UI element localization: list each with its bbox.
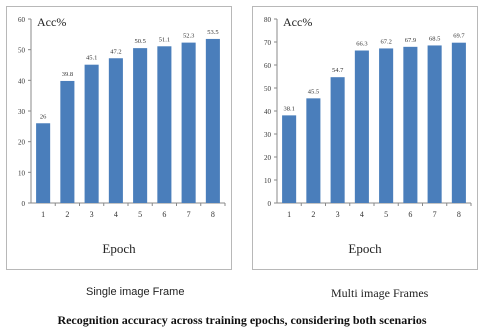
x-tick-label: 5 (138, 210, 142, 219)
x-tick-label: 4 (114, 210, 118, 219)
bar-value-label: 51.1 (159, 36, 170, 43)
y-tick-label: 60 (18, 16, 26, 24)
bar (451, 42, 466, 203)
x-axis-title: Epoch (348, 241, 382, 256)
y-tick-label: 0 (268, 200, 272, 208)
y-tick-label: 50 (264, 85, 272, 93)
x-tick-label: 3 (90, 210, 94, 219)
bar (330, 77, 345, 203)
y-tick-label: 70 (264, 39, 272, 47)
y-tick-label: 40 (264, 108, 272, 116)
bar-value-label: 52.3 (183, 33, 194, 40)
y-tick-label: 10 (264, 177, 272, 185)
caption-multi-frames: Multi image Frames (331, 286, 429, 300)
bar (108, 58, 123, 204)
bar-chart-single-frame: 0 10 20 30 40 50 60 26 1 39.8 2 45.1 3 47.2 4 50.5 5 51.1… (18, 16, 226, 219)
bar (427, 45, 442, 204)
x-tick-label: 1 (287, 210, 291, 219)
bar-value-label: 67.9 (405, 37, 416, 44)
metric-label: Acc% (283, 15, 313, 29)
bar-value-label: 67.2 (380, 38, 391, 45)
y-tick-label: 80 (264, 16, 272, 24)
x-tick-label: 1 (41, 210, 45, 219)
y-tick-label: 0 (22, 200, 26, 208)
y-tick-label: 20 (264, 154, 272, 162)
bar (181, 42, 196, 203)
chart-panel-multi-frames: 0 10 20 30 40 50 60 70 80 38.1 1 45.5 2 54.7 3 66.3 4 67.… (252, 6, 478, 270)
x-tick-label: 6 (408, 210, 412, 219)
y-tick-label: 30 (18, 108, 26, 116)
y-tick-label: 50 (18, 47, 26, 55)
bar-value-label: 68.5 (429, 35, 440, 42)
bar (36, 123, 51, 203)
y-tick-label: 40 (18, 77, 26, 85)
caption-single-frame: Single image Frame (86, 286, 185, 298)
bar (60, 80, 75, 203)
figure-caption: Recognition accuracy across training epo… (57, 313, 427, 327)
y-tick-label: 10 (18, 169, 26, 177)
chart-panel-single-frame: 0 10 20 30 40 50 60 26 1 39.8 2 45.1 3 47.2 4 50.5 5 51.1… (6, 6, 232, 270)
x-tick-label: 4 (360, 210, 364, 219)
bar-value-label: 39.8 (62, 71, 73, 78)
bar (354, 50, 369, 204)
bar-value-label: 53.5 (207, 29, 218, 36)
x-tick-label: 8 (457, 210, 461, 219)
x-tick-label: 5 (384, 210, 388, 219)
bar (282, 115, 297, 203)
bar (403, 46, 418, 203)
y-tick-label: 60 (264, 62, 272, 70)
bar (379, 48, 394, 203)
x-tick-label: 7 (433, 210, 437, 219)
bar-value-label: 38.1 (283, 105, 294, 112)
bar (157, 46, 172, 203)
x-tick-label: 7 (187, 210, 191, 219)
x-tick-label: 3 (336, 210, 340, 219)
y-tick-label: 30 (264, 131, 272, 139)
bar (133, 48, 148, 204)
bar-chart-multi-frames: 0 10 20 30 40 50 60 70 80 38.1 1 45.5 2 54.7 3 66.3 4 67.… (264, 16, 472, 219)
x-tick-label: 8 (211, 210, 215, 219)
bar-value-label: 50.5 (134, 38, 145, 45)
y-tick-label: 20 (18, 139, 26, 147)
bar (306, 98, 321, 203)
bar (205, 38, 220, 203)
x-tick-label: 2 (311, 210, 315, 219)
bar-value-label: 66.3 (356, 41, 367, 48)
x-axis-title: Epoch (102, 241, 136, 256)
bar-value-label: 54.7 (332, 67, 344, 74)
x-tick-label: 6 (162, 210, 166, 219)
x-tick-label: 2 (65, 210, 69, 219)
bar-value-label: 45.1 (86, 55, 97, 62)
bar-value-label: 26 (40, 113, 47, 120)
metric-label: Acc% (37, 15, 67, 29)
bar-value-label: 47.2 (110, 48, 121, 55)
bar-value-label: 45.5 (308, 88, 319, 95)
bar-value-label: 69.7 (453, 33, 465, 40)
bar (84, 64, 99, 203)
